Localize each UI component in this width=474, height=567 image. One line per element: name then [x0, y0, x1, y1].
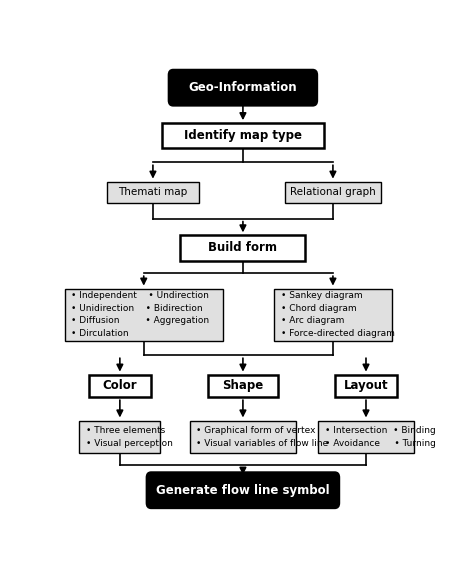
FancyBboxPatch shape: [318, 421, 414, 454]
FancyBboxPatch shape: [274, 289, 392, 341]
FancyBboxPatch shape: [80, 421, 160, 454]
Text: • Independent    • Undirection
• Unidirection    • Bidirection
• Diffusion      : • Independent • Undirection • Unidirecti…: [72, 291, 210, 338]
Text: Geo-Information: Geo-Information: [189, 81, 297, 94]
FancyBboxPatch shape: [162, 123, 324, 149]
Text: Build form: Build form: [209, 242, 277, 255]
FancyBboxPatch shape: [169, 70, 317, 105]
Text: • Three elements
• Visual perception: • Three elements • Visual perception: [86, 426, 173, 448]
Text: Color: Color: [102, 379, 137, 392]
FancyBboxPatch shape: [335, 375, 397, 397]
FancyBboxPatch shape: [146, 472, 339, 508]
Text: Themati map: Themati map: [118, 188, 188, 197]
Text: • Graphical form of vertex
• Visual variables of flow line: • Graphical form of vertex • Visual vari…: [196, 426, 328, 448]
FancyBboxPatch shape: [208, 375, 278, 397]
Text: Layout: Layout: [344, 379, 388, 392]
Text: Identify map type: Identify map type: [184, 129, 302, 142]
Text: Generate flow line symbol: Generate flow line symbol: [156, 484, 330, 497]
FancyBboxPatch shape: [190, 421, 296, 454]
Text: Shape: Shape: [222, 379, 264, 392]
FancyBboxPatch shape: [65, 289, 223, 341]
FancyBboxPatch shape: [285, 181, 381, 204]
Text: • Sankey diagram
• Chord diagram
• Arc diagram
• Force-directed diagram: • Sankey diagram • Chord diagram • Arc d…: [281, 291, 395, 338]
Text: Relational graph: Relational graph: [290, 188, 376, 197]
Text: • Intersection  • Binding
• Avoidance     • Turning: • Intersection • Binding • Avoidance • T…: [325, 426, 436, 448]
FancyBboxPatch shape: [89, 375, 151, 397]
FancyBboxPatch shape: [107, 181, 199, 204]
FancyBboxPatch shape: [181, 235, 305, 261]
